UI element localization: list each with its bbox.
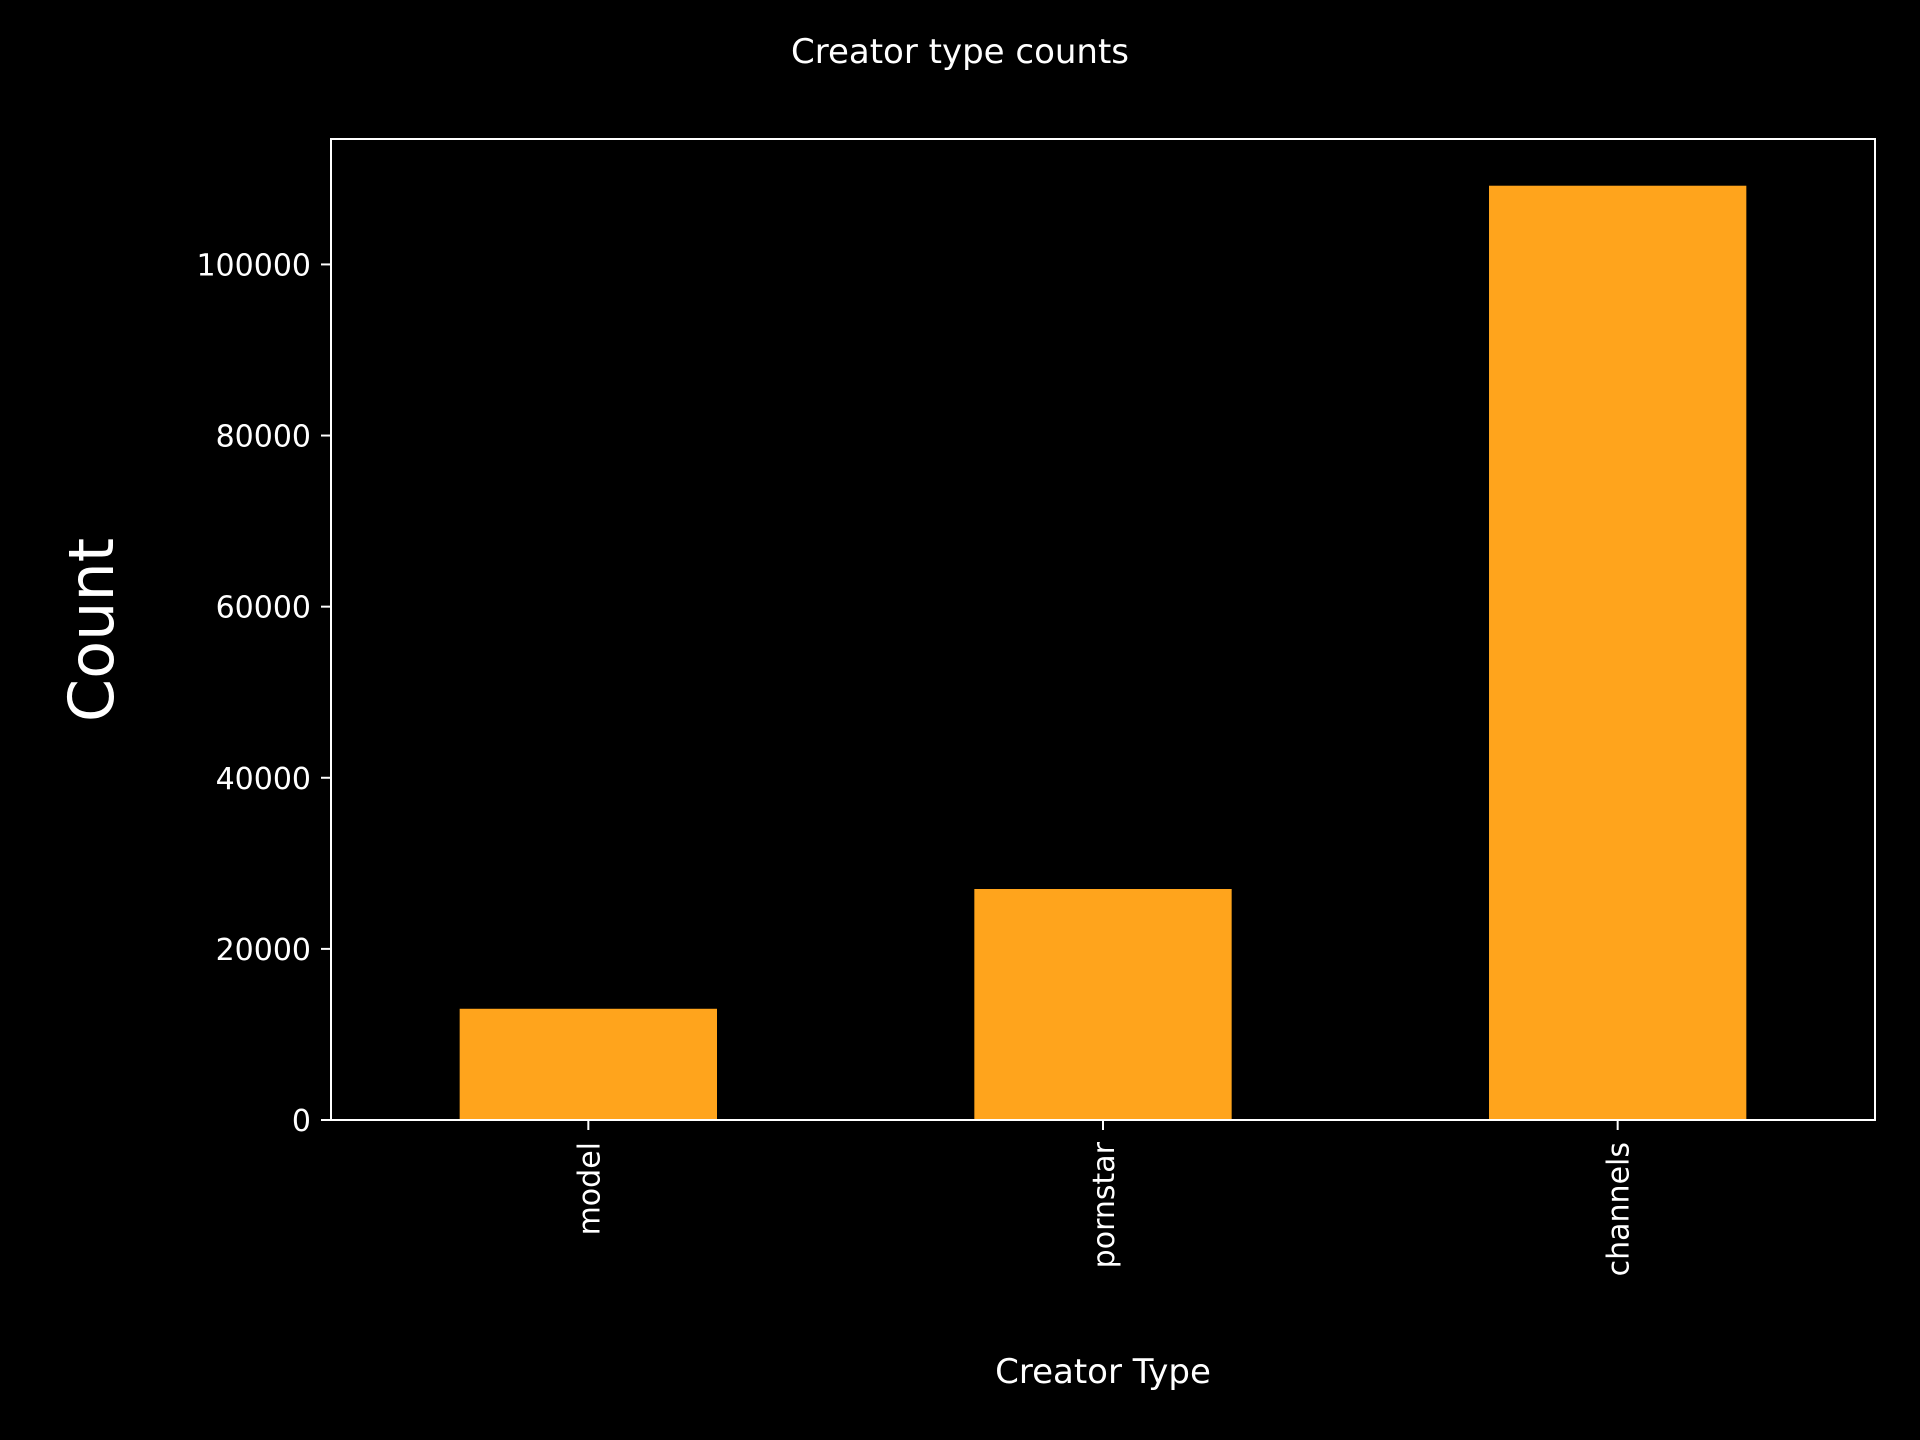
y-tick-label: 60000: [216, 591, 311, 626]
y-tick-label: 20000: [216, 933, 311, 968]
y-tick-label: 40000: [216, 762, 311, 797]
chart-title: Creator type counts: [791, 32, 1129, 72]
bars-layer: [459, 185, 1747, 1120]
y-tick-label: 100000: [196, 248, 311, 283]
x-tick-label-pornstar: pornstar: [1087, 1141, 1122, 1268]
bar-channels: [1489, 185, 1747, 1120]
y-axis-ticks: 0 20000 40000 60000 80000 100000: [196, 248, 331, 1139]
y-axis-label: Count: [55, 538, 128, 722]
x-axis-label: Creator Type: [995, 1352, 1211, 1392]
y-tick-label: 80000: [216, 420, 311, 455]
bar-model: [459, 1008, 717, 1120]
x-tick-label-channels: channels: [1602, 1142, 1637, 1276]
x-axis-ticks: model pornstar channels: [572, 1120, 1637, 1276]
x-tick-label-model: model: [572, 1142, 607, 1235]
y-tick-label: 0: [292, 1104, 311, 1139]
bar-pornstar: [974, 888, 1232, 1120]
